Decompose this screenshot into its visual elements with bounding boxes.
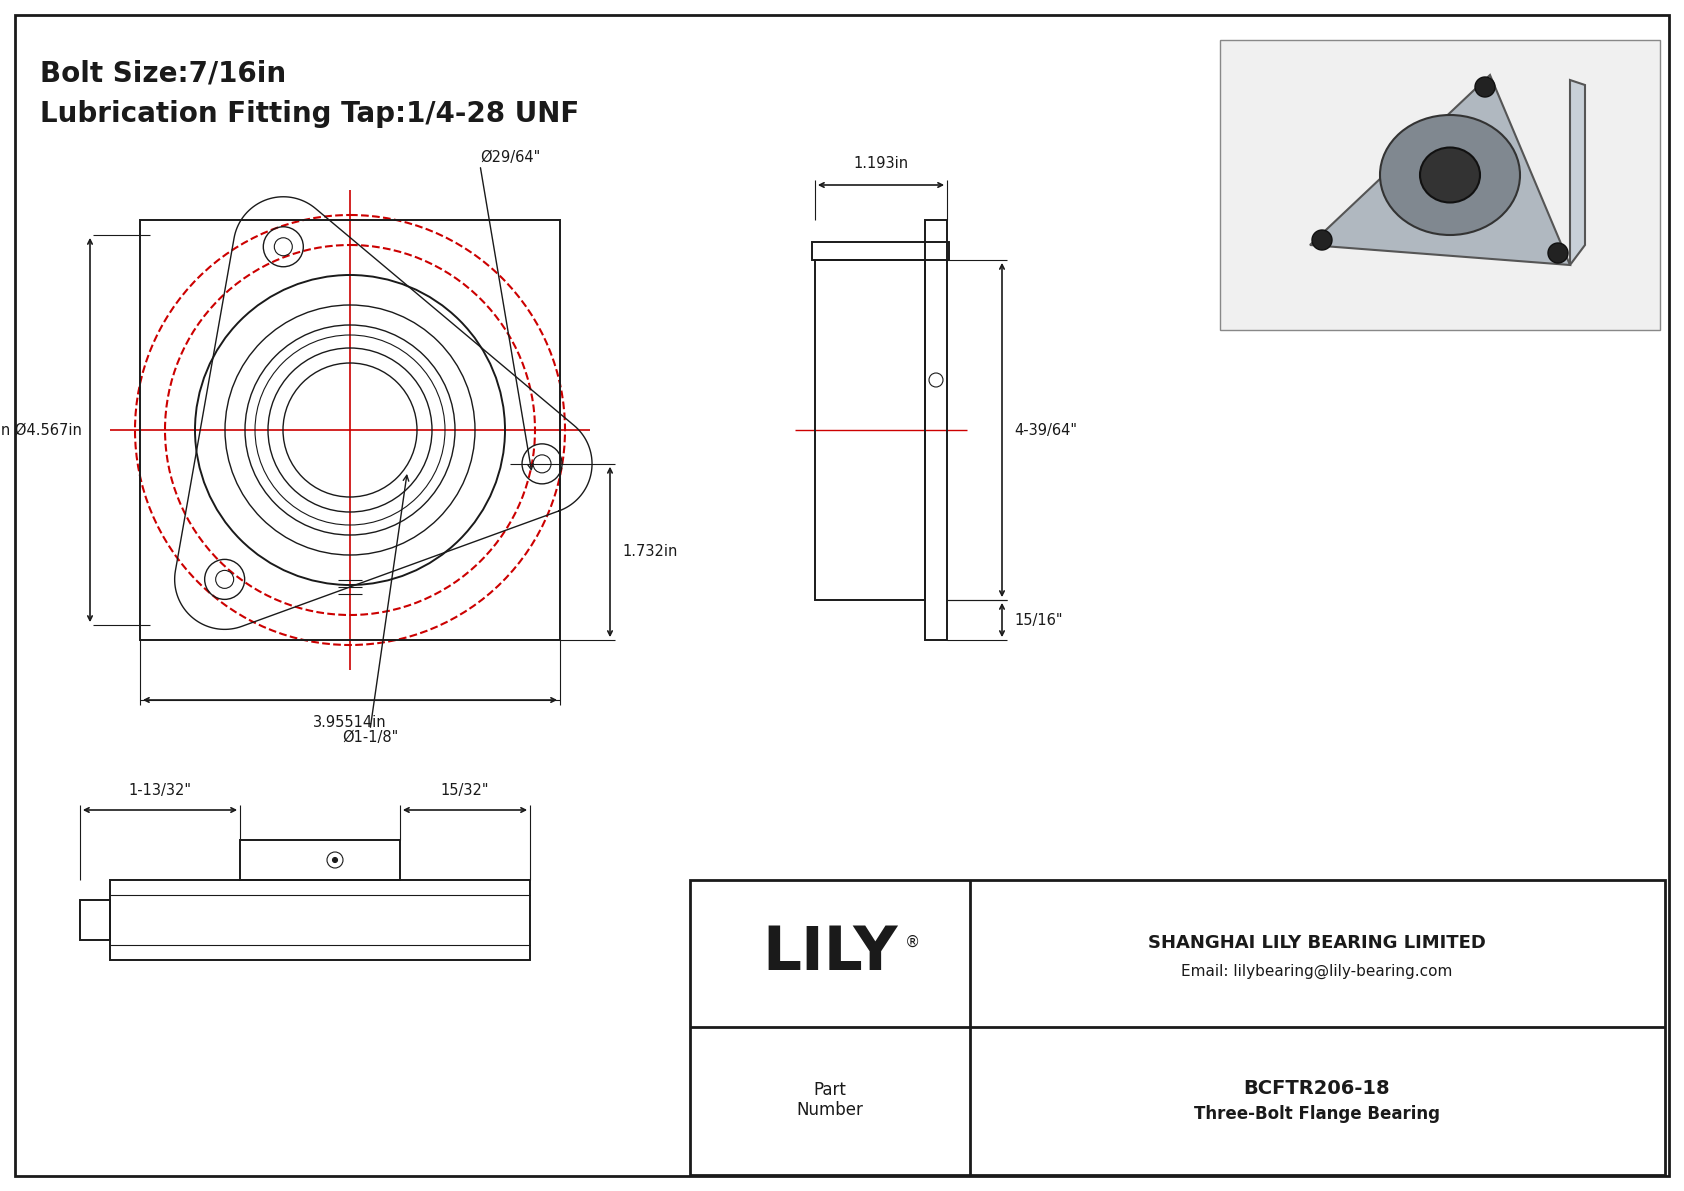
Text: Ø5.7548in Ø4.567in: Ø5.7548in Ø4.567in — [0, 423, 83, 437]
Bar — [81, 900, 109, 940]
Text: BCFTR206-18: BCFTR206-18 — [1244, 1079, 1391, 1097]
Bar — [690, 880, 1665, 1176]
Polygon shape — [1569, 80, 1585, 266]
Text: Bolt Size:7/16in: Bolt Size:7/16in — [40, 60, 286, 88]
Text: 1.732in: 1.732in — [621, 544, 677, 560]
Text: Ø29/64": Ø29/64" — [480, 150, 541, 166]
Circle shape — [1548, 243, 1568, 263]
Text: Three-Bolt Flange Bearing: Three-Bolt Flange Bearing — [1194, 1105, 1440, 1123]
Bar — [812, 242, 950, 260]
Text: 15/32": 15/32" — [441, 782, 490, 798]
Text: Email: lilybearing@lily-bearing.com: Email: lilybearing@lily-bearing.com — [1180, 964, 1453, 979]
Ellipse shape — [1420, 148, 1480, 202]
Circle shape — [1312, 230, 1332, 250]
Text: 1.193in: 1.193in — [854, 156, 909, 172]
Text: ®: ® — [904, 935, 919, 950]
Bar — [140, 220, 561, 640]
Text: Ø1-1/8": Ø1-1/8" — [342, 730, 397, 746]
Text: LILY: LILY — [763, 923, 898, 983]
Bar — [241, 840, 401, 880]
Text: 15/16": 15/16" — [1014, 612, 1063, 628]
Text: 3.95514in: 3.95514in — [313, 715, 387, 730]
Polygon shape — [1310, 75, 1569, 266]
Text: Part
Number: Part Number — [797, 1080, 864, 1120]
Text: 4-39/64": 4-39/64" — [1014, 423, 1078, 437]
Text: Lubrication Fitting Tap:1/4-28 UNF: Lubrication Fitting Tap:1/4-28 UNF — [40, 100, 579, 127]
Bar — [1219, 40, 1660, 330]
Bar — [925, 220, 946, 640]
Circle shape — [1475, 77, 1495, 96]
Text: SHANGHAI LILY BEARING LIMITED: SHANGHAI LILY BEARING LIMITED — [1148, 934, 1485, 952]
Text: 1-13/32": 1-13/32" — [128, 782, 192, 798]
Bar — [815, 260, 925, 600]
Circle shape — [332, 858, 337, 862]
Bar — [109, 880, 530, 960]
Ellipse shape — [1379, 116, 1521, 235]
